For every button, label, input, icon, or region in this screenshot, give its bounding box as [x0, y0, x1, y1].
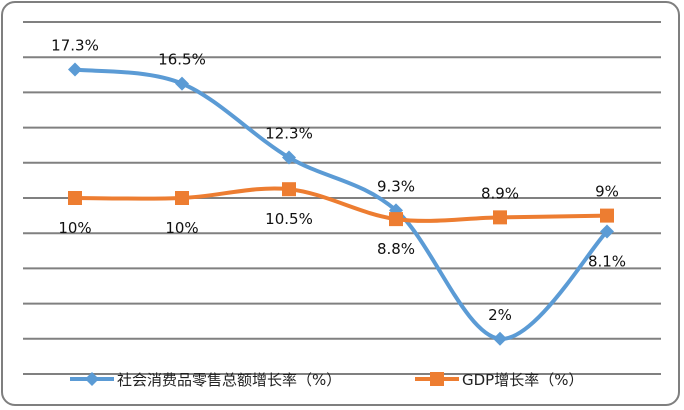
data-label: 8.8%: [377, 240, 415, 258]
data-label: 12.3%: [265, 125, 313, 143]
data-point: [600, 224, 614, 239]
data-label: 8.9%: [481, 184, 519, 202]
data-point: [68, 62, 82, 77]
data-point: [493, 331, 507, 346]
legend-marker: [85, 372, 99, 386]
series-line-2: [73, 186, 609, 223]
data-point: [68, 191, 82, 205]
data-label: 10%: [165, 219, 198, 237]
legend-marker: [430, 372, 444, 386]
data-label: 10.5%: [265, 210, 313, 228]
data-point: [493, 210, 507, 225]
data-point: [175, 191, 189, 205]
data-point: [282, 150, 296, 165]
data-label: 2%: [488, 306, 512, 324]
data-point: [600, 208, 614, 223]
data-label: 9%: [595, 183, 619, 201]
data-point: [175, 76, 189, 91]
data-point: [282, 182, 296, 197]
data-label: 16.5%: [158, 51, 206, 69]
data-label: 17.3%: [51, 37, 99, 55]
data-label: 10%: [58, 219, 91, 237]
data-label: 8.1%: [588, 252, 626, 270]
legend-label: 社会消费品零售总额增长率（%）: [117, 371, 341, 389]
legend-label: GDP增长率（%）: [462, 371, 583, 389]
data-point: [389, 212, 403, 227]
data-label: 9.3%: [377, 177, 415, 195]
